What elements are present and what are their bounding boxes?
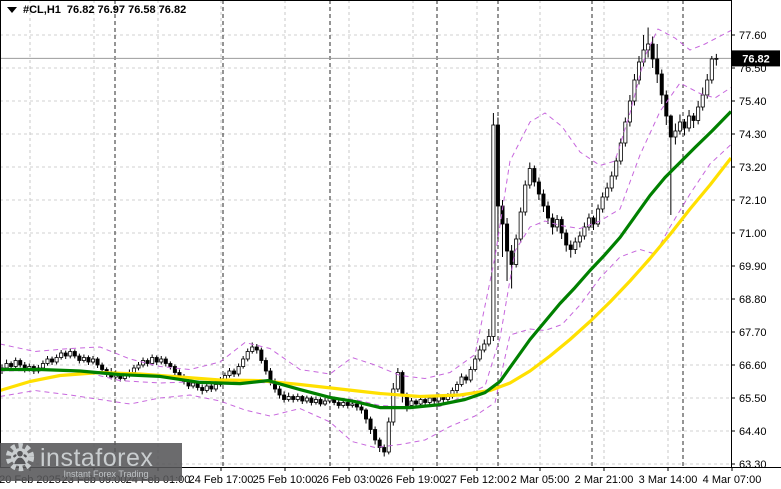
moving-average-slow [0,157,733,399]
svg-text:68.80: 68.80 [739,294,767,306]
chevron-down-icon[interactable] [7,7,17,13]
svg-text:2 Mar 21:00: 2 Mar 21:00 [575,474,634,486]
svg-text:77.60: 77.60 [739,30,767,42]
svg-text:73.20: 73.20 [739,162,767,174]
svg-text:74.30: 74.30 [739,129,767,141]
bollinger-upper [0,28,732,380]
svg-text:66.60: 66.60 [739,360,767,372]
svg-text:64.40: 64.40 [739,426,767,438]
svg-text:26 Feb 03:00: 26 Feb 03:00 [317,474,382,486]
svg-text:24 Feb 17:00: 24 Feb 17:00 [189,474,254,486]
svg-text:67.70: 67.70 [739,327,767,339]
svg-text:26 Feb 19:00: 26 Feb 19:00 [381,474,446,486]
price-gridlines [0,34,731,465]
watermark-brand: instaforex [40,443,154,472]
svg-text:3 Mar 14:00: 3 Mar 14:00 [639,474,698,486]
candles-layer [0,27,719,457]
watermark-tagline: Instant Forex Trading [63,469,149,479]
svg-text:4 Mar 07:00: 4 Mar 07:00 [703,474,762,486]
svg-text:65.50: 65.50 [739,393,767,405]
indicator-overlays [0,28,733,449]
instaforex-gear-logo-icon [5,442,35,472]
bollinger-middle [0,82,732,408]
svg-text:72.10: 72.10 [739,195,767,207]
quote-ohlc-values: 76.82 76.97 76.58 76.82 [66,4,187,16]
current-price-badge: 76.82 [732,50,780,67]
moving-average-fast [0,110,733,410]
svg-text:71.00: 71.00 [739,228,767,240]
axes-frame [0,0,781,468]
svg-text:76.82: 76.82 [742,53,770,65]
svg-text:25 Feb 10:00: 25 Feb 10:00 [253,474,318,486]
instaforex-watermark: instaforex Instant Forex Trading [0,442,182,481]
price-axis: 77.6076.5075.4074.3073.2072.1071.0069.90… [731,30,767,471]
symbol-quote-line: #CL,H1 76.82 76.97 76.58 76.82 [7,4,186,16]
svg-text:2 Mar 05:00: 2 Mar 05:00 [511,474,570,486]
bollinger-lower [0,144,732,449]
svg-text:63.30: 63.30 [739,459,767,471]
svg-text:27 Feb 12:00: 27 Feb 12:00 [445,474,510,486]
svg-text:69.90: 69.90 [739,261,767,273]
svg-text:75.40: 75.40 [739,96,767,108]
symbol-period-label: #CL,H1 [23,4,61,16]
